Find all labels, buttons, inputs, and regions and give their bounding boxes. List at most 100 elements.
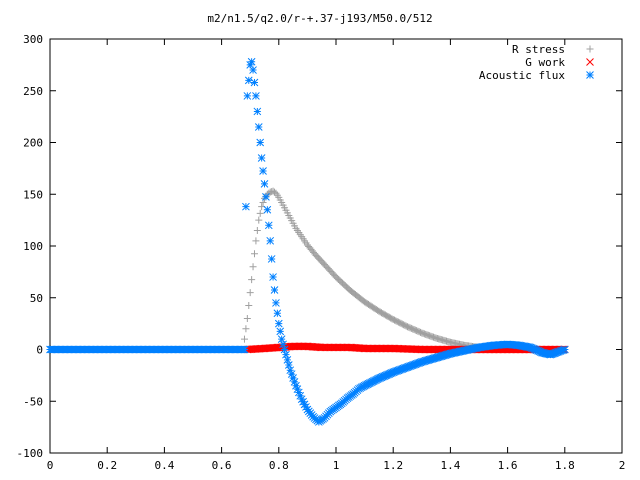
data-point <box>250 78 259 87</box>
data-point <box>256 138 265 147</box>
y-tick-label: -100 <box>17 447 44 460</box>
data-point <box>253 226 261 234</box>
x-tick-label: 1 <box>333 459 340 472</box>
legend-marker <box>586 58 594 66</box>
data-point <box>244 76 253 85</box>
legend-item: Acoustic flux <box>479 69 594 82</box>
data-point <box>271 188 279 196</box>
data-point <box>270 286 279 294</box>
data-point <box>242 202 250 211</box>
data-point <box>292 381 300 390</box>
y-tick-label: 150 <box>23 188 43 201</box>
data-point <box>272 299 280 307</box>
data-point <box>286 366 295 375</box>
y-tick-label: 200 <box>23 137 43 150</box>
data-point <box>296 391 305 400</box>
data-point <box>384 370 392 379</box>
data-point <box>252 237 260 245</box>
data-point <box>243 92 252 100</box>
data-point <box>246 289 254 297</box>
y-tick-label: 300 <box>23 33 43 46</box>
data-point <box>280 345 289 354</box>
x-tick-label: 0.8 <box>269 459 289 472</box>
data-point <box>247 57 256 66</box>
y-tick-label: -50 <box>23 395 43 408</box>
data-point <box>250 250 258 258</box>
y-tick-label: 0 <box>36 344 43 357</box>
data-point <box>268 188 276 196</box>
data-point <box>297 395 306 404</box>
x-tick-label: 2 <box>619 459 626 472</box>
legend-item: G work <box>525 56 594 69</box>
data-point <box>282 350 290 359</box>
data-point <box>376 374 385 382</box>
data-point <box>242 325 250 333</box>
data-point <box>243 314 251 322</box>
data-point <box>249 263 257 271</box>
x-tick-label: 0.4 <box>154 459 174 472</box>
data-point <box>254 123 263 131</box>
legend-item: R stress <box>512 43 594 56</box>
data-point <box>283 355 292 364</box>
legend-marker <box>586 45 594 53</box>
x-tick-label: 1.4 <box>440 459 460 472</box>
data-point <box>558 346 566 355</box>
data-point <box>556 347 565 355</box>
y-tick-label: 50 <box>30 292 43 305</box>
x-tick-label: 1.2 <box>383 459 403 472</box>
data-point <box>382 371 391 379</box>
data-point <box>269 273 277 281</box>
data-point <box>240 345 249 354</box>
data-point <box>260 180 269 188</box>
x-tick-label: 1.6 <box>498 459 518 472</box>
series-layer <box>46 57 569 426</box>
data-point <box>279 340 287 349</box>
data-point <box>302 403 310 411</box>
data-point <box>386 369 395 378</box>
data-point <box>256 209 264 217</box>
data-point <box>378 372 387 381</box>
x-tick-label: 0.6 <box>212 459 232 472</box>
data-point <box>294 388 303 397</box>
data-point <box>255 216 263 224</box>
data-point <box>252 92 260 100</box>
data-point <box>377 373 386 382</box>
data-point <box>265 189 273 197</box>
data-point <box>263 205 272 214</box>
data-point <box>380 372 388 381</box>
y-tick-label: 100 <box>23 240 43 253</box>
data-point <box>375 374 383 383</box>
data-point <box>555 347 563 356</box>
data-point <box>240 335 248 343</box>
data-point <box>385 370 394 378</box>
data-point <box>290 377 299 386</box>
data-point <box>264 221 273 230</box>
data-point <box>257 154 266 162</box>
data-point <box>253 107 262 116</box>
data-point <box>246 61 255 69</box>
data-point <box>560 345 569 354</box>
data-point <box>284 361 293 369</box>
data-point <box>245 302 253 310</box>
x-tick-label: 1.8 <box>555 459 575 472</box>
data-point <box>274 319 283 328</box>
data-point <box>248 276 256 284</box>
data-point <box>381 371 390 380</box>
data-point <box>277 335 286 344</box>
data-point <box>276 327 285 336</box>
legend-label: R stress <box>512 43 565 56</box>
data-point <box>300 400 309 409</box>
series-acoustic-flux <box>46 57 569 426</box>
legend-label: G work <box>525 56 565 69</box>
data-point <box>273 309 282 318</box>
plot-frame <box>49 38 623 454</box>
data-point <box>293 385 302 393</box>
data-point <box>287 370 296 378</box>
data-point <box>262 192 270 201</box>
data-point <box>289 374 297 382</box>
x-tick-label: 0 <box>47 459 54 472</box>
series-r-stress <box>240 187 569 353</box>
axes <box>49 38 623 454</box>
data-point <box>249 66 257 74</box>
